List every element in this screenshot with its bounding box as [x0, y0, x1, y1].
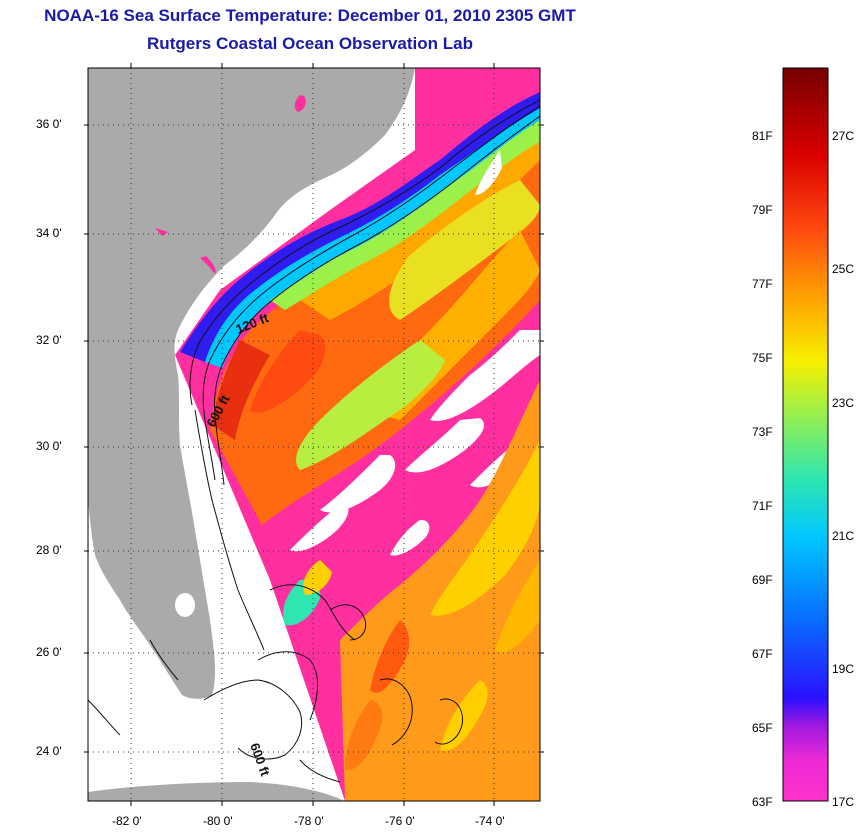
map-subtitle: Rutgers Coastal Ocean Observation Lab	[147, 34, 473, 53]
lon-label-82: -82 0'	[112, 814, 142, 828]
colorbar-label-25c: 25C	[832, 262, 855, 276]
land-southeast-us	[88, 68, 415, 699]
lake-okeechobee	[175, 593, 195, 617]
colorbar-label-17c: 17C	[832, 795, 855, 809]
axis-ticks	[84, 63, 544, 806]
lon-label-74: -74 0'	[475, 814, 505, 828]
lon-label-80: -80 0'	[203, 814, 233, 828]
colorbar-label-73f: 73F	[752, 425, 773, 439]
lat-label-30: 30 0'	[36, 439, 62, 453]
colorbar-label-21c: 21C	[832, 529, 855, 543]
lon-label-78: -78 0'	[294, 814, 324, 828]
lat-label-28: 28 0'	[36, 543, 62, 557]
colorbar-label-19c: 19C	[832, 662, 855, 676]
lat-label-36: 36 0'	[36, 117, 62, 131]
colorbar-label-67f: 67F	[752, 647, 773, 661]
lat-label-34: 34 0'	[36, 226, 62, 240]
lat-label-26: 26 0'	[36, 645, 62, 659]
colorbar-label-27c: 27C	[832, 129, 855, 143]
isobath-contours	[88, 99, 540, 783]
lat-label-24: 24 0'	[36, 744, 62, 758]
colorbar-label-65f: 65F	[752, 721, 773, 735]
colorbar	[782, 67, 829, 802]
colorbar-label-81f: 81F	[752, 129, 773, 143]
colorbar-label-69f: 69F	[752, 573, 773, 587]
colorbar-label-23c: 23C	[832, 396, 855, 410]
graticule	[88, 68, 540, 801]
land-cuba	[88, 782, 345, 801]
southern-warm-water	[340, 380, 540, 801]
lon-label-76: -76 0'	[385, 814, 415, 828]
colorbar-label-71f: 71F	[752, 499, 773, 513]
map-frame	[87, 67, 541, 802]
map-title: NOAA-16 Sea Surface Temperature: Decembe…	[44, 6, 576, 25]
map-panel: 120 ft 600 ft 600 ft	[88, 68, 540, 801]
colorbar-label-63f: 63F	[752, 795, 773, 809]
colorbar-label-75f: 75F	[752, 351, 773, 365]
colorbar-label-77f: 77F	[752, 277, 773, 291]
lat-label-32: 32 0'	[36, 333, 62, 347]
colorbar-label-79f: 79F	[752, 203, 773, 217]
